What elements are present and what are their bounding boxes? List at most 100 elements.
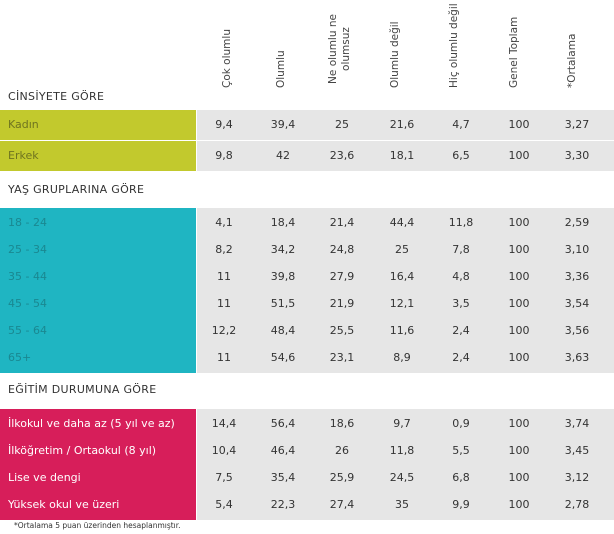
cell: 9,9 [452,498,470,511]
cell: 8,2 [215,243,233,256]
row-label: 25 - 34 [0,235,196,265]
cell: 21,4 [329,216,355,229]
col-header: Olumlu [275,50,287,88]
table-row: İlkokul ve daha az (5 yıl ve az) 14,4 56… [0,409,614,439]
table-row: 65+ 11 54,6 23,1 8,9 2,4 100 3,63 [0,343,614,373]
row-values: 7,5 35,4 25,9 24,5 6,8 100 3,12 [197,463,614,493]
cell: 56,4 [270,417,296,430]
table-row: 25 - 34 8,2 34,2 24,8 25 7,8 100 3,10 [0,235,614,265]
cell: 2,4 [452,324,470,337]
cell: 27,9 [329,270,355,283]
row-values: 8,2 34,2 24,8 25 7,8 100 3,10 [197,235,614,265]
cell: 8,9 [393,351,411,364]
cell: 9,8 [215,149,233,162]
row-values: 5,4 22,3 27,4 35 9,9 100 2,78 [197,490,614,520]
col-header: Olumlu değil [389,21,401,88]
cell: 3,63 [564,351,590,364]
row-values: 4,1 18,4 21,4 44,4 11,8 100 2,59 [197,208,614,238]
cell: 4,8 [452,270,470,283]
cell: 100 [508,471,530,484]
cell: 10,4 [211,444,237,457]
row-values: 12,2 48,4 25,5 11,6 2,4 100 3,56 [197,316,614,346]
cell: 100 [508,417,530,430]
cell: 26 [335,444,349,457]
cell: 42 [276,149,290,162]
cell: 25 [335,118,349,131]
table-row: Lise ve dengi 7,5 35,4 25,9 24,5 6,8 100… [0,463,614,493]
table-row: 55 - 64 12,2 48,4 25,5 11,6 2,4 100 3,56 [0,316,614,346]
cell: 4,7 [452,118,470,131]
cell: 2,4 [452,351,470,364]
row-label: 65+ [0,343,196,373]
cell: 21,6 [389,118,415,131]
cell: 9,7 [393,417,411,430]
cell: 100 [508,444,530,457]
col-header: *Ortalama [566,33,578,88]
cell: 11,8 [389,444,415,457]
row-label: Kadın [0,110,196,140]
cell: 24,8 [329,243,355,256]
cell: 11 [217,351,231,364]
cell: 39,4 [270,118,296,131]
table-row: 18 - 24 4,1 18,4 21,4 44,4 11,8 100 2,59 [0,208,614,238]
cell: 6,8 [452,471,470,484]
cell: 16,4 [389,270,415,283]
row-values: 11 54,6 23,1 8,9 2,4 100 3,63 [197,343,614,373]
col-header: Ne olumlu ne olumsuz [327,14,352,84]
table-row: Yüksek okul ve üzeri 5,4 22,3 27,4 35 9,… [0,490,614,520]
cell: 12,2 [211,324,237,337]
row-label: İlkokul ve daha az (5 yıl ve az) [0,409,196,439]
cell: 6,5 [452,149,470,162]
cell: 9,4 [215,118,233,131]
table-row: Erkek 9,8 42 23,6 18,1 6,5 100 3,30 [0,141,614,171]
cell: 2,59 [564,216,590,229]
row-label: Lise ve dengi [0,463,196,493]
cell: 3,56 [564,324,590,337]
cell: 5,4 [215,498,233,511]
section-title-gender: CİNSİYETE GÖRE [8,90,105,103]
section-title-age: YAŞ GRUPLARINA GÖRE [8,183,145,196]
row-values: 11 39,8 27,9 16,4 4,8 100 3,36 [197,262,614,292]
row-values: 14,4 56,4 18,6 9,7 0,9 100 3,74 [197,409,614,439]
cell: 12,1 [389,297,415,310]
col-header: Çok olumlu [221,29,233,88]
row-label: 18 - 24 [0,208,196,238]
cell: 3,45 [564,444,590,457]
cell: 11 [217,297,231,310]
cell: 100 [508,324,530,337]
cell: 4,1 [215,216,233,229]
cell: 100 [508,498,530,511]
cell: 18,4 [270,216,296,229]
cell: 3,54 [564,297,590,310]
table-row: 45 - 54 11 51,5 21,9 12,1 3,5 100 3,54 [0,289,614,319]
cell: 100 [508,149,530,162]
cell: 25,5 [329,324,355,337]
cell: 14,4 [211,417,237,430]
row-label: İlköğretim / Ortaokul (8 yıl) [0,436,196,466]
table-row: İlköğretim / Ortaokul (8 yıl) 10,4 46,4 … [0,436,614,466]
cell: 11 [217,270,231,283]
cell: 25,9 [329,471,355,484]
cell: 100 [508,243,530,256]
cell: 35,4 [270,471,296,484]
cell: 100 [508,297,530,310]
table-row: Kadın 9,4 39,4 25 21,6 4,7 100 3,27 [0,110,614,140]
cell: 5,5 [452,444,470,457]
col-header: Genel Toplam [508,16,520,88]
cell: 3,12 [564,471,590,484]
cell: 100 [508,118,530,131]
cell: 23,6 [329,149,355,162]
cell: 100 [508,270,530,283]
cell: 7,5 [215,471,233,484]
cell: 54,6 [270,351,296,364]
cell: 2,78 [564,498,590,511]
cell: 51,5 [270,297,296,310]
cell: 27,4 [329,498,355,511]
row-label: Yüksek okul ve üzeri [0,490,196,520]
row-values: 9,4 39,4 25 21,6 4,7 100 3,27 [197,110,614,140]
cell: 7,8 [452,243,470,256]
cell: 25 [395,243,409,256]
cell: 0,9 [452,417,470,430]
row-label: 45 - 54 [0,289,196,319]
cell: 39,8 [270,270,296,283]
